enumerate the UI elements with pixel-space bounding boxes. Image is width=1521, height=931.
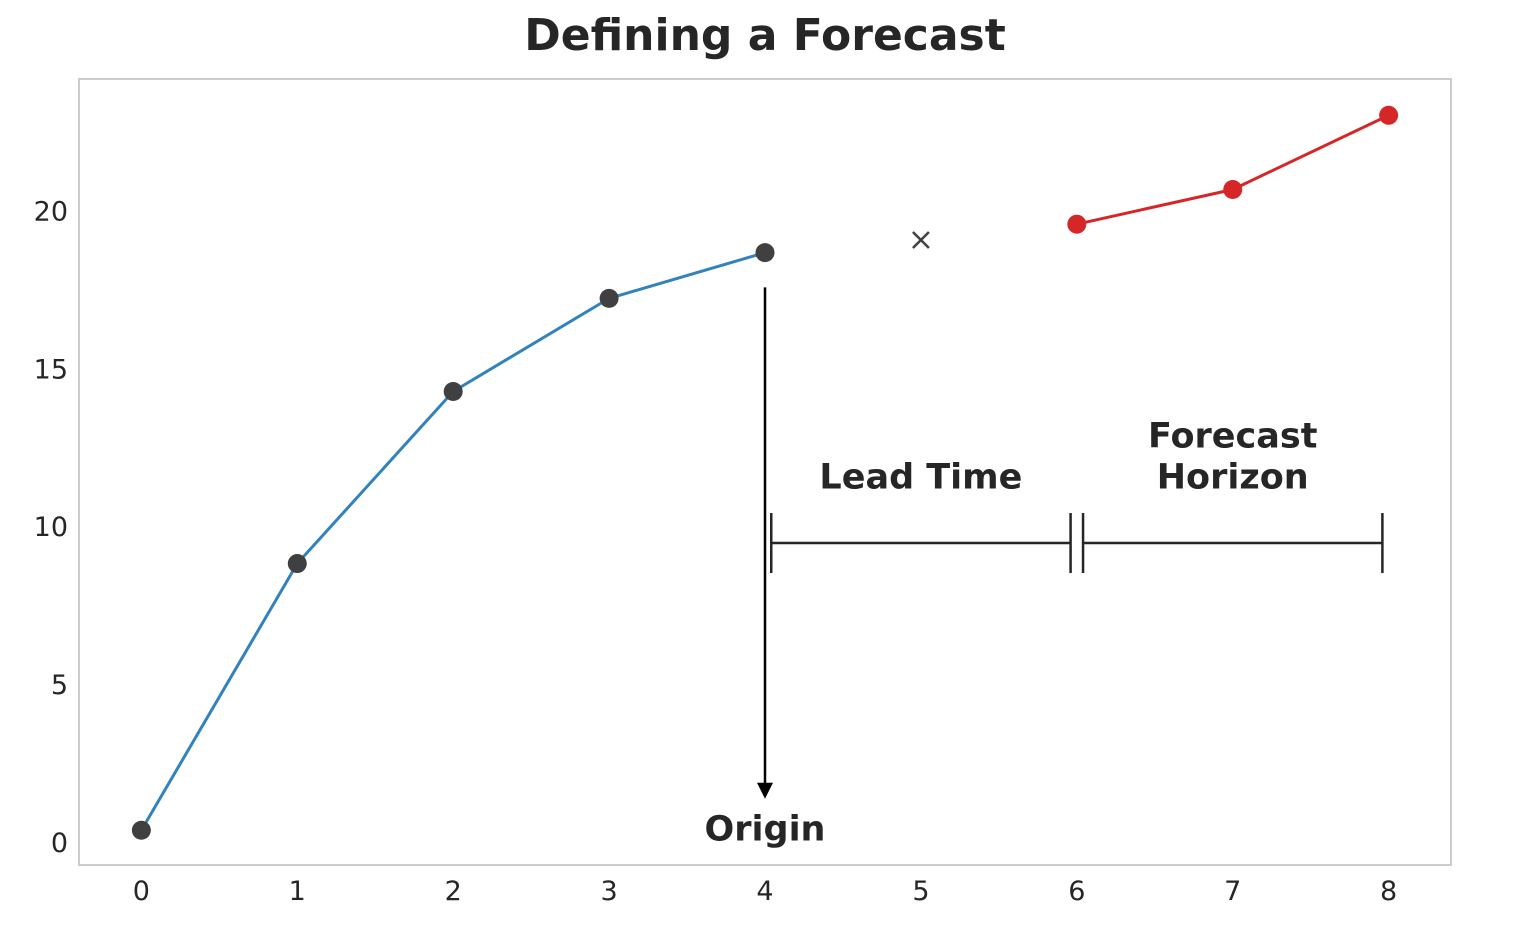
x-tick-label: 4 [756, 876, 773, 907]
lead-point-marker [912, 231, 930, 249]
ticks-layer: 0 1 2 3 4 5 6 7 8 0 5 10 15 20 [34, 197, 1398, 907]
lead-point-stroke [912, 231, 930, 249]
x-tick-label: 3 [600, 876, 617, 907]
history-point [287, 554, 307, 574]
interval-label: Forecast [1148, 417, 1317, 457]
x-tick-label: 0 [133, 876, 150, 907]
x-tick-label: 7 [1224, 876, 1241, 907]
x-tick-label: 2 [445, 876, 462, 907]
series-layer [131, 105, 1399, 840]
history-point [131, 820, 151, 840]
x-tick-label: 1 [289, 876, 306, 907]
origin-arrow-head [757, 782, 773, 799]
y-tick-label: 20 [34, 197, 68, 228]
forecast-point [1379, 105, 1399, 125]
y-tick-label: 5 [51, 670, 68, 701]
interval-bracket [1081, 513, 1384, 574]
x-tick-label: 8 [1380, 876, 1397, 907]
y-tick-label: 15 [34, 354, 68, 385]
forecast-point [1067, 214, 1087, 234]
interval-label: Lead Time [819, 458, 1022, 498]
y-tick-label: 10 [34, 512, 68, 543]
history-point [599, 288, 619, 308]
origin-label: Origin [705, 809, 826, 849]
history-point [755, 243, 775, 263]
x-tick-label: 5 [912, 876, 929, 907]
history-point [443, 382, 463, 402]
y-tick-label: 0 [51, 828, 68, 859]
chart-title: Defining a Forecast [524, 10, 1006, 61]
interval-bracket [769, 513, 1072, 574]
x-tick-label: 6 [1068, 876, 1085, 907]
interval-label: Horizon [1157, 458, 1309, 498]
forecast-point [1223, 179, 1243, 199]
